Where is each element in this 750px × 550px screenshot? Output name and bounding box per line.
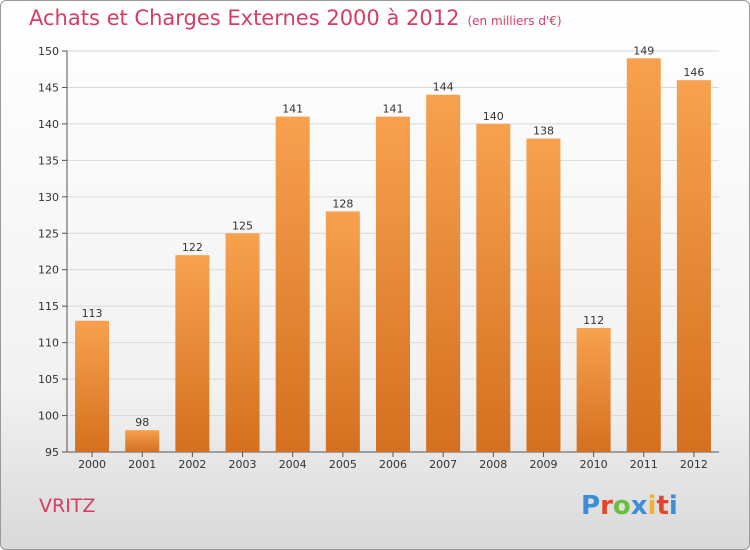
bar-2001[interactable] <box>125 430 160 452</box>
value-label-2006: 141 <box>383 103 404 116</box>
y-axis-ticks: 95 100 105 110 115 120 125 130 135 140 145 150 <box>38 45 59 459</box>
value-label-2004: 141 <box>282 103 303 116</box>
value-label-2009: 138 <box>533 124 554 137</box>
bar-2012[interactable] <box>676 80 711 452</box>
bar-2007[interactable] <box>426 94 461 452</box>
bar-2003[interactable] <box>225 233 260 452</box>
logo-letter: o <box>612 491 631 521</box>
bar-2005[interactable] <box>325 211 360 452</box>
value-label-2000: 113 <box>82 307 103 320</box>
x-tick-label-2008: 2008 <box>479 458 507 471</box>
x-tick-label-2006: 2006 <box>379 458 407 471</box>
value-label-2012: 146 <box>683 66 704 79</box>
x-axis-ticks: 2000 2001 2002 2003 2004 2005 2006 2007 2008 2009… <box>78 452 708 471</box>
bar-2002[interactable] <box>175 255 210 452</box>
bar-2000[interactable] <box>75 320 110 452</box>
y-tick-label: 140 <box>38 118 59 131</box>
y-tick-label: 125 <box>38 227 59 240</box>
y-tick-label: 110 <box>38 337 59 350</box>
bar-2009[interactable] <box>526 138 561 452</box>
bar-2008[interactable] <box>476 123 511 452</box>
x-tick-label-2000: 2000 <box>78 458 106 471</box>
y-tick-label: 135 <box>38 154 59 167</box>
y-tick-label: 120 <box>38 264 59 277</box>
y-tick-label: 105 <box>38 373 59 386</box>
bar-2006[interactable] <box>376 116 410 453</box>
logo-letter: r <box>600 491 613 521</box>
x-tick-label-2011: 2011 <box>630 458 658 471</box>
value-label-2008: 140 <box>483 110 504 123</box>
logo-letter: i <box>668 491 678 521</box>
y-tick-label: 130 <box>38 191 59 204</box>
chart-title: Achats et Charges Externes 2000 à 2012 (e… <box>29 6 562 30</box>
value-label-2007: 144 <box>433 81 454 94</box>
logo-letter: x <box>630 491 648 521</box>
place-name: VRITZ <box>39 495 96 517</box>
value-label-2003: 125 <box>232 219 253 232</box>
x-tick-label-2001: 2001 <box>128 458 156 471</box>
y-tick-label: 145 <box>38 81 59 94</box>
value-labels: 113 98 122 125 141 128 141 144 140 138 112 149 146 <box>82 44 705 429</box>
x-tick-label-2007: 2007 <box>429 458 457 471</box>
x-tick-label-2003: 2003 <box>229 458 257 471</box>
bar-2010[interactable] <box>576 328 611 452</box>
value-label-2010: 112 <box>583 314 604 327</box>
value-label-2002: 122 <box>182 241 203 254</box>
logo-letter: t <box>656 491 669 521</box>
value-label-2005: 128 <box>332 197 353 210</box>
logo-letter: P <box>581 491 601 521</box>
x-tick-label-2005: 2005 <box>329 458 357 471</box>
chart-unit-label: (en milliers d'€) <box>467 14 562 28</box>
y-tick-label: 100 <box>38 410 59 423</box>
x-tick-label-2002: 2002 <box>178 458 206 471</box>
logo-letter: i <box>647 491 657 521</box>
value-label-2011: 149 <box>633 44 654 57</box>
bar-2011[interactable] <box>626 58 661 453</box>
bars <box>75 58 711 453</box>
x-tick-label-2010: 2010 <box>580 458 608 471</box>
x-tick-label-2004: 2004 <box>279 458 307 471</box>
y-tick-label: 95 <box>45 446 59 459</box>
y-tick-label: 150 <box>38 45 59 58</box>
chart-title-text: Achats et Charges Externes 2000 à 2012 <box>29 6 460 30</box>
proxiti-logo[interactable]: Proxiti <box>581 491 678 521</box>
value-label-2001: 98 <box>135 416 149 429</box>
y-tick-label: 115 <box>38 300 59 313</box>
x-tick-label-2009: 2009 <box>529 458 557 471</box>
x-tick-label-2012: 2012 <box>680 458 708 471</box>
bar-2004[interactable] <box>275 116 310 453</box>
